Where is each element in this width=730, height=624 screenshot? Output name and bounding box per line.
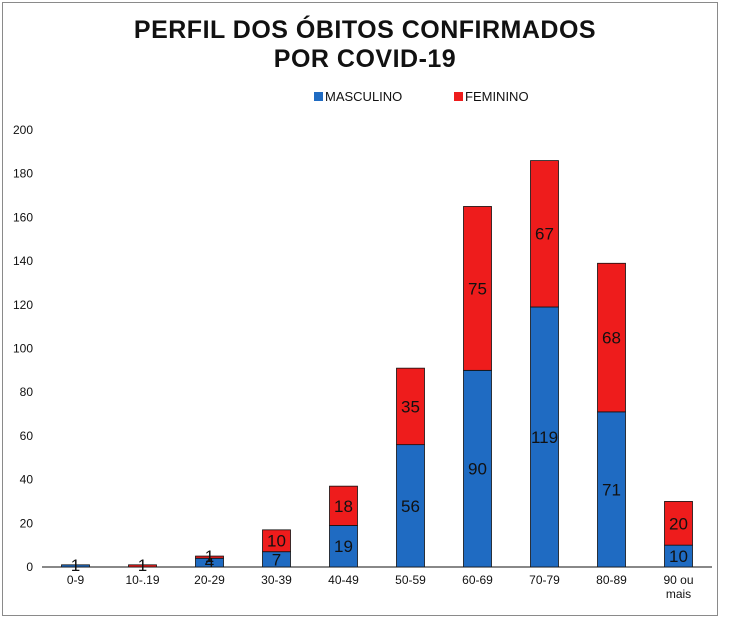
data-label-feminino-1: 1 [138, 556, 147, 575]
data-label-feminino-4: 18 [334, 497, 353, 516]
legend-item-feminino: FEMININO [454, 89, 529, 104]
chart-legend: MASCULINO FEMININO [0, 89, 730, 107]
y-tick-label: 0 [26, 560, 33, 574]
y-tick-label: 160 [13, 210, 33, 224]
bar-feminino-5 [396, 367, 425, 446]
x-tick-label: 0-9 [67, 573, 85, 587]
bar-masculino-7 [530, 306, 559, 568]
bar-feminino-2 [195, 555, 224, 559]
x-tick-label: 50-59 [395, 573, 426, 587]
bar-masculino-6 [463, 369, 492, 568]
bar-masculino-8 [597, 411, 626, 568]
legend-label-feminino: FEMININO [465, 89, 529, 104]
y-tick-label: 40 [20, 473, 34, 487]
y-tick-label: 20 [20, 516, 34, 530]
chart-title: PERFIL DOS ÓBITOS CONFIRMADOS POR COVID-… [0, 16, 730, 74]
data-label-feminino-5: 35 [401, 397, 420, 416]
x-tick-label: 10-.19 [125, 573, 159, 587]
legend-label-masculino: MASCULINO [325, 89, 403, 104]
data-label-masculino-4: 19 [334, 537, 353, 556]
bar-masculino-4 [329, 525, 358, 568]
bar-feminino-7 [530, 160, 559, 308]
data-label-feminino-6: 75 [468, 279, 487, 298]
bar-feminino-3 [262, 529, 291, 553]
x-tick-label: 80-89 [596, 573, 627, 587]
y-tick-label: 60 [20, 429, 34, 443]
data-label-masculino-2: 4 [205, 553, 214, 572]
legend-swatch-masculino [314, 92, 323, 101]
x-tick-label: 70-79 [529, 573, 560, 587]
data-label-masculino-6: 90 [468, 460, 487, 479]
x-tick-label: 30-39 [261, 573, 292, 587]
y-tick-label: 180 [13, 167, 33, 181]
data-label-masculino-9: 10 [669, 547, 688, 566]
x-tick-label: 40-49 [328, 573, 359, 587]
data-label-masculino-3: 7 [272, 550, 281, 569]
bar-feminino-6 [463, 206, 492, 371]
data-label-feminino-3: 10 [267, 532, 286, 551]
bar-feminino-8 [597, 262, 626, 413]
data-label-masculino-5: 56 [401, 497, 420, 516]
y-tick-label: 80 [20, 385, 34, 399]
data-label-masculino-7: 119 [531, 428, 558, 447]
bar-feminino-9 [664, 501, 693, 546]
data-label-feminino-8: 68 [602, 329, 621, 348]
x-tick-label: mais [666, 587, 691, 601]
y-tick-label: 140 [13, 254, 33, 268]
x-tick-label: 90 ou [663, 573, 693, 587]
y-tick-label: 120 [13, 298, 33, 312]
legend-swatch-feminino [454, 92, 463, 101]
x-tick-label: 20-29 [194, 573, 225, 587]
legend-item-masculino: MASCULINO [314, 89, 402, 104]
data-label-feminino-9: 20 [669, 514, 688, 533]
data-label-masculino-8: 71 [602, 480, 621, 499]
bar-feminino-1 [128, 564, 157, 568]
bar-feminino-4 [329, 485, 358, 526]
bar-masculino-0 [61, 564, 90, 568]
chart-title-line-1: PERFIL DOS ÓBITOS CONFIRMADOS [133, 16, 597, 44]
data-label-feminino-7: 67 [535, 225, 554, 244]
data-label-feminino-2: 1 [205, 547, 214, 566]
y-tick-label: 100 [13, 342, 33, 356]
data-label-masculino-0: 1 [71, 556, 80, 575]
chart-title-line-2: POR COVID-19 [273, 45, 457, 73]
y-tick-label: 200 [13, 123, 33, 137]
x-tick-label: 60-69 [462, 573, 493, 587]
